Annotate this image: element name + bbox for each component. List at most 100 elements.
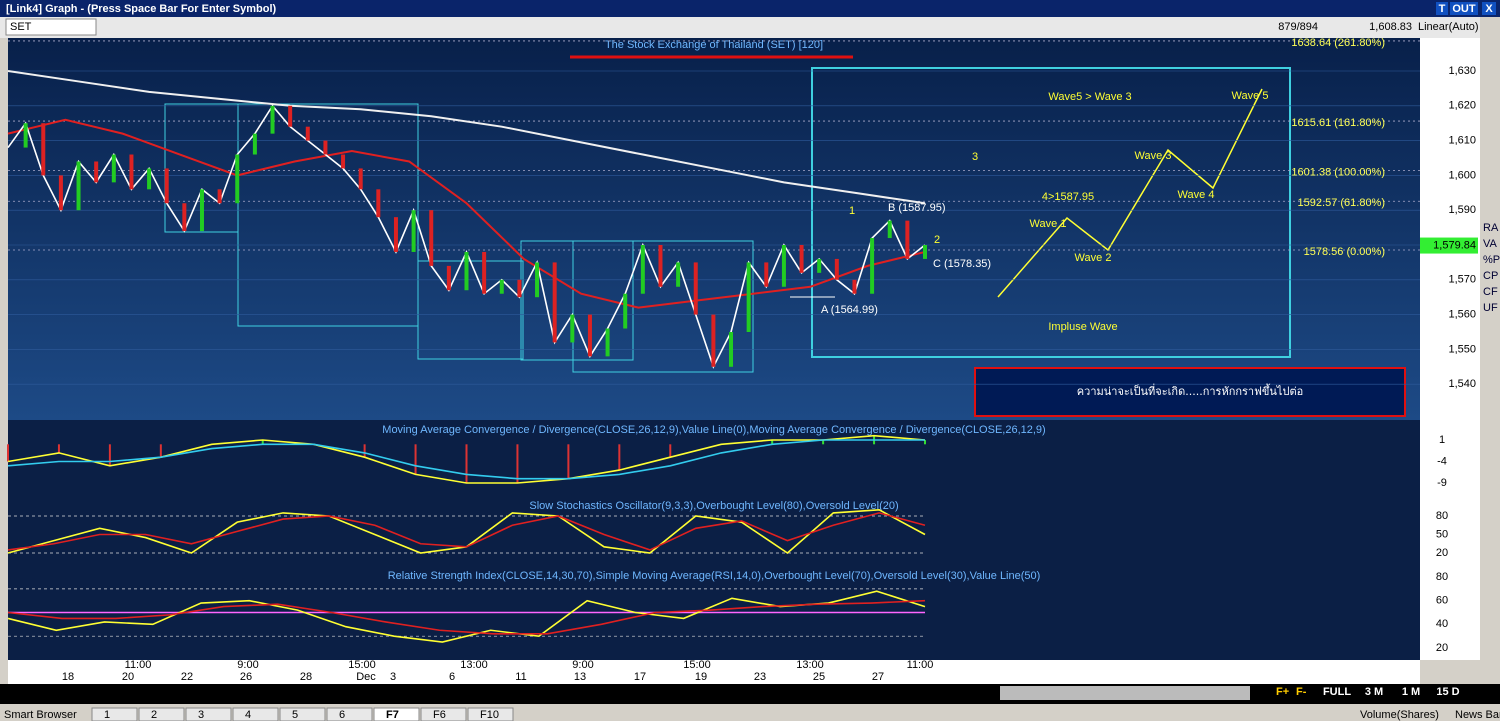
scrollbar[interactable] [1000,686,1250,700]
side-tool[interactable]: VA [1483,238,1498,250]
pivot-label: C (1578.35) [933,258,991,270]
date-label: 22 [181,671,193,683]
news: News Bar [1455,709,1500,721]
price-title: The Stock Exchange of Thailand (SET) [12… [605,39,823,51]
date-label: 26 [240,671,252,683]
fib-label: 1601.38 (100.00%) [1291,167,1385,179]
tab[interactable] [326,707,373,721]
range-button[interactable]: 15 D [1436,686,1459,698]
fib-label: 1615.61 (161.80%) [1291,117,1385,129]
tab[interactable] [467,707,514,721]
annotation: 4>1587.95 [1042,191,1094,203]
zoom-button[interactable]: F+ [1276,686,1289,698]
annotation: Wave 2 [1075,252,1112,264]
scroll-row [0,684,1500,704]
wave-sketch [997,88,1263,298]
annotation: Wave5 > Wave 3 [1048,91,1131,103]
range-button[interactable]: 1 M [1402,686,1420,698]
candle [341,154,346,169]
candle [552,262,557,343]
y-tick-label: 1,540 [1448,378,1476,390]
note: ความน่าจะเป็นที่จะเกิด.....การหักกราฟขึ้… [1077,383,1303,398]
tab-label: 2 [151,709,157,721]
annotation: Wave 1 [1030,218,1067,230]
candle [288,105,293,127]
tab[interactable] [138,707,185,721]
rsi-line [7,590,926,643]
window-button-label: X [1485,3,1493,15]
annotation: Wave 5 [1232,90,1269,102]
range-button[interactable]: 3 M [1365,686,1383,698]
sma-line [7,599,926,635]
window-button[interactable] [1436,2,1448,15]
tab-label: 1 [104,709,110,721]
y-tick-label: 1,590 [1448,204,1476,216]
zoom-button[interactable]: F- [1296,686,1307,698]
tab-label: F7 [386,709,399,721]
y-tick-label: 60 [1436,595,1448,607]
tab[interactable] [373,707,420,721]
candle [429,210,434,266]
time-label: 13:00 [460,659,488,671]
candle [587,314,592,357]
date-label: 18 [62,671,74,683]
y-tick-label: 1,610 [1448,135,1476,147]
side-tool[interactable]: CF [1483,286,1498,298]
candle [517,279,522,298]
last-price-label: 1,579.84 [1433,239,1476,251]
tab[interactable] [279,707,326,721]
candle [76,161,81,211]
y-tick-label: 1,570 [1448,274,1476,286]
tab[interactable] [91,707,138,721]
date-label: 28 [300,671,312,683]
tab-label: 6 [339,709,345,721]
side-tool[interactable]: CP [1483,270,1498,282]
candle [41,123,46,176]
window-button[interactable] [1482,2,1496,15]
candle [887,220,892,239]
y-tick-label: -4 [1437,455,1447,467]
tab[interactable] [185,707,232,721]
y-tick-label: 1,600 [1448,169,1476,181]
candle [764,262,769,287]
window-title: [Link4] Graph - (Press Space Bar For Ent… [6,3,277,15]
window-button[interactable] [1450,2,1478,15]
d-line [7,512,926,551]
time-label: 15:00 [683,659,711,671]
date-label: 3 [390,671,396,683]
toolbar [0,17,1500,38]
ma-fast [7,118,926,309]
candle [252,133,257,155]
candle [411,210,416,252]
pivot-label: B (1587.95) [888,202,945,214]
candle [870,238,875,294]
candle [535,262,540,298]
side-tool[interactable]: %P [1483,254,1500,266]
range-button[interactable]: FULL [1323,686,1351,698]
time-label: 11:00 [907,659,934,671]
candle [270,105,275,134]
y-tick-label: 80 [1436,510,1448,522]
symbol-box[interactable] [5,18,97,36]
candle [834,258,839,280]
candle [305,126,310,141]
candle [729,332,734,367]
candle [147,168,152,190]
bar-count: 879/894 [1278,21,1318,33]
candle [605,328,610,357]
candle [358,168,363,190]
side-tool[interactable]: UF [1483,302,1498,314]
tab[interactable] [232,707,279,721]
date-label: 13 [574,671,586,683]
annotation: 2 [934,234,940,246]
candle [164,168,169,204]
panel-title: Relative Strength Index(CLOSE,14,30,70),… [388,570,1041,582]
candle [799,245,804,273]
side-tool[interactable]: RA [1483,222,1499,234]
symbol: SET [10,21,32,33]
value-axis [1420,38,1480,660]
stoch-panel [8,496,1420,566]
ma-slow [7,70,926,205]
tab[interactable] [420,707,467,721]
window-button-label: OUT [1452,3,1476,15]
